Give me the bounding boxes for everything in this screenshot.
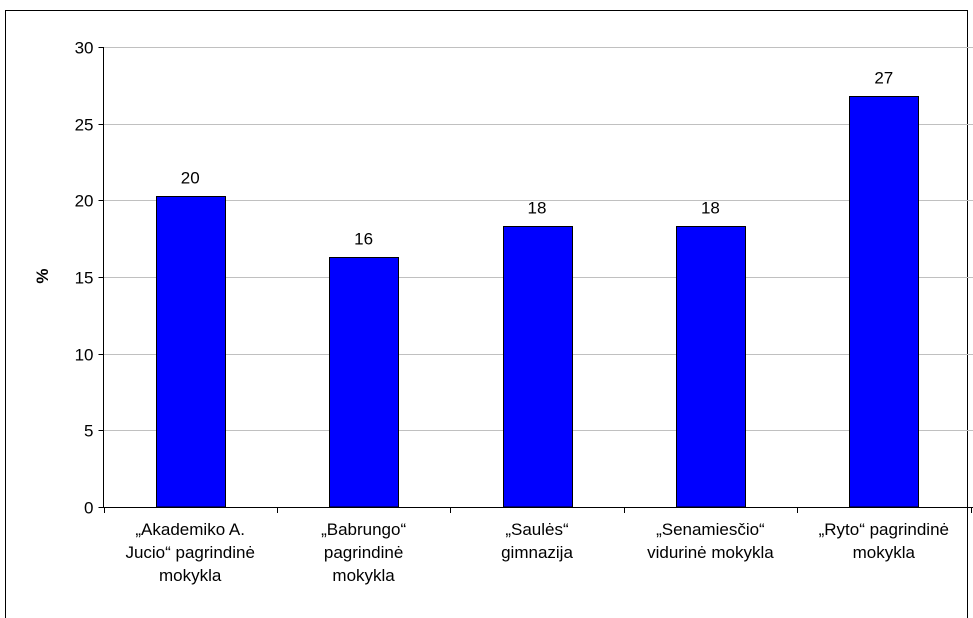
y-tick-label: 10 [75,346,94,365]
bar [676,226,746,508]
x-tick-label: „Ryto“ pagrindinė mokykla [819,520,949,562]
x-tick-label: „Senamiesčio“ vidurinė mokykla [647,520,774,562]
y-tick-label: 5 [84,422,93,441]
y-tick-label: 15 [75,269,94,288]
data-label: 18 [528,199,547,218]
axes [98,47,973,513]
data-label: 20 [181,169,200,188]
y-tick-label: 25 [75,116,94,135]
x-tick-label: „Saulės“ gimnazija [501,520,573,562]
bar [849,96,919,508]
x-tick-labels: „Akademiko A. Jucio“ pagrindinė mokykla „Ba… [125,520,949,585]
x-tick-label: „Babrungo“ pagrindinė mokykla [321,520,406,585]
x-tick-label: „Akademiko A. Jucio“ pagrindinė mokykla [125,520,254,585]
bars [156,96,919,508]
y-tick-label: 30 [75,39,94,58]
y-tick-label: 0 [84,499,93,518]
chart-frame [5,10,968,618]
data-labels: 20 16 18 18 27 [181,69,894,249]
data-label: 16 [354,230,373,249]
bar [329,257,399,508]
data-label: 27 [874,69,893,88]
data-label: 18 [701,199,720,218]
y-axis-label: % [33,268,52,283]
y-tick-label: 20 [75,192,94,211]
bar [156,196,226,508]
y-tick-labels: 0 5 10 15 20 25 30 [75,39,94,518]
bar [503,226,573,508]
